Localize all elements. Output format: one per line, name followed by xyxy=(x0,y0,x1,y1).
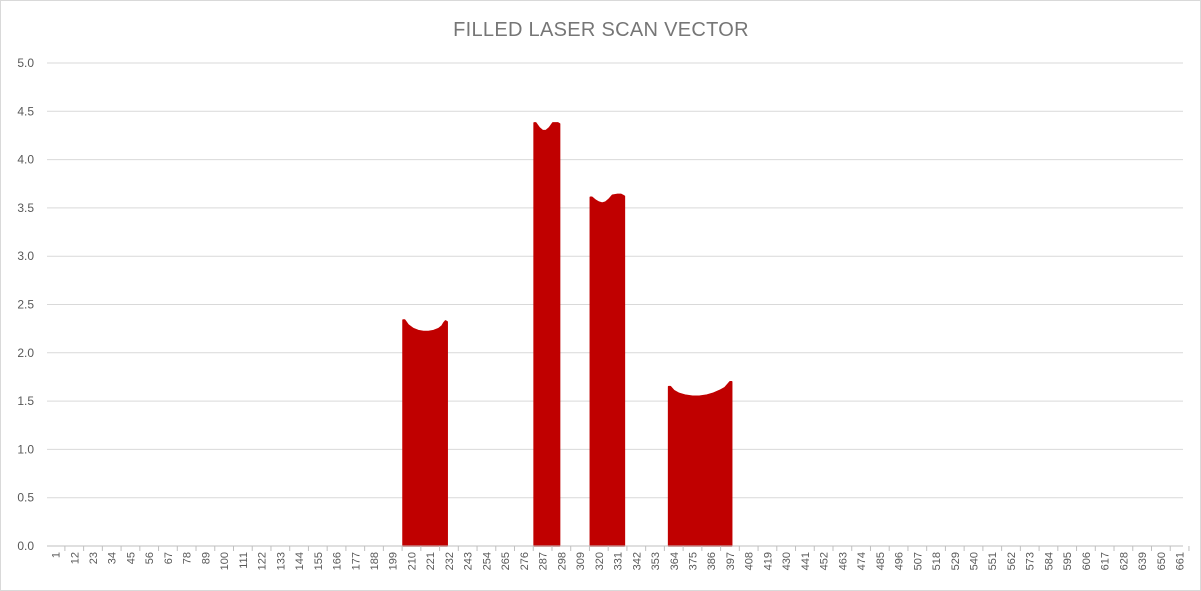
x-tick-label: 331 xyxy=(613,552,625,570)
x-tick-label: 243 xyxy=(463,552,475,570)
x-axis: 1 12 23 34 45 56 67 78 89 100 111 122 133 144 155 166 17… xyxy=(47,545,1190,570)
x-tick-label: 177 xyxy=(350,552,362,570)
x-tick-label: 639 xyxy=(1137,552,1149,570)
x-tick-label: 617 xyxy=(1100,552,1112,570)
x-tick-label: 606 xyxy=(1081,552,1093,570)
x-tick-label: 199 xyxy=(388,552,400,570)
x-tick-label: 650 xyxy=(1156,552,1168,570)
x-tick-label: 144 xyxy=(294,552,306,570)
x-tick-label: 397 xyxy=(725,552,737,570)
scan-segment-1 xyxy=(402,319,448,547)
scan-segment-2 xyxy=(533,122,561,547)
x-tick-label: 441 xyxy=(800,552,812,570)
x-tick-label: 386 xyxy=(706,552,718,570)
x-tick-label: 419 xyxy=(762,552,774,570)
x-tick-label: 353 xyxy=(650,552,662,570)
x-tick-label: 364 xyxy=(669,552,681,570)
y-tick-label: 1.5 xyxy=(17,394,34,408)
x-tick-label: 232 xyxy=(444,552,456,570)
x-tick-label: 518 xyxy=(931,552,943,570)
x-tick-label: 221 xyxy=(425,552,437,570)
x-tick-label: 45 xyxy=(126,552,138,564)
y-tick-label: 2.0 xyxy=(17,346,34,360)
x-tick-label: 573 xyxy=(1025,552,1037,570)
y-tick-label: 2.5 xyxy=(17,298,34,312)
x-tick-label: 463 xyxy=(837,552,849,570)
x-tick-label: 122 xyxy=(257,552,269,570)
x-tick-label: 452 xyxy=(819,552,831,570)
x-tick-label: 485 xyxy=(875,552,887,570)
x-tick-label: 188 xyxy=(369,552,381,570)
x-tick-label: 1 xyxy=(51,552,63,558)
x-tick-label: 562 xyxy=(1006,552,1018,570)
x-tick-label: 155 xyxy=(313,552,325,570)
x-tick-label: 342 xyxy=(631,552,643,570)
x-tick-label: 529 xyxy=(950,552,962,570)
x-tick-label: 34 xyxy=(107,552,119,564)
y-tick-label: 0.5 xyxy=(17,491,34,505)
x-tick-label: 23 xyxy=(88,552,100,564)
x-tick-label: 375 xyxy=(688,552,700,570)
scan-segment-4 xyxy=(667,381,733,547)
x-tick-label: 551 xyxy=(987,552,999,570)
x-tick-label: 56 xyxy=(144,552,156,564)
x-tick-label: 584 xyxy=(1044,552,1056,570)
x-tick-label: 78 xyxy=(182,552,194,564)
x-tick-label: 408 xyxy=(744,552,756,570)
x-tick-label: 628 xyxy=(1118,552,1130,570)
chart-title: FILLED LASER SCAN VECTOR xyxy=(453,19,749,41)
x-tick-label: 320 xyxy=(594,552,606,570)
x-tick-label: 540 xyxy=(969,552,981,570)
x-tick-label: 507 xyxy=(912,552,924,570)
y-axis-tick-labels: 0.0 0.5 1.0 1.5 2.0 2.5 3.0 3.5 4.0 4.5 5.0 xyxy=(17,56,34,553)
x-tick-label: 276 xyxy=(519,552,531,570)
x-tick-label: 133 xyxy=(275,552,287,570)
y-tick-label: 4.0 xyxy=(17,153,34,167)
x-tick-label: 496 xyxy=(894,552,906,570)
x-tick-label: 474 xyxy=(856,552,868,570)
x-tick-label: 166 xyxy=(332,552,344,570)
x-tick-label: 309 xyxy=(575,552,587,570)
y-tick-label: 5.0 xyxy=(17,56,34,70)
x-tick-label: 254 xyxy=(481,552,493,570)
scan-segment-3 xyxy=(589,193,626,547)
x-tick-label: 67 xyxy=(163,552,175,564)
x-tick-label: 287 xyxy=(538,552,550,570)
x-tick-label: 210 xyxy=(407,552,419,570)
plot-area xyxy=(402,122,733,547)
y-tick-label: 3.5 xyxy=(17,201,34,215)
x-tick-label: 595 xyxy=(1062,552,1074,570)
x-tick-label: 12 xyxy=(69,552,81,564)
x-tick-label: 100 xyxy=(219,552,231,570)
x-tick-label: 430 xyxy=(781,552,793,570)
y-tick-label: 3.0 xyxy=(17,249,34,263)
y-tick-label: 1.0 xyxy=(17,442,34,456)
y-tick-label: 4.5 xyxy=(17,104,34,118)
x-tick-label: 111 xyxy=(238,552,250,569)
y-tick-label: 0.0 xyxy=(17,539,34,553)
x-tick-label: 298 xyxy=(556,552,568,570)
x-tick-label: 265 xyxy=(500,552,512,570)
x-tick-label: 661 xyxy=(1175,552,1187,570)
x-tick-label: 89 xyxy=(200,552,212,564)
